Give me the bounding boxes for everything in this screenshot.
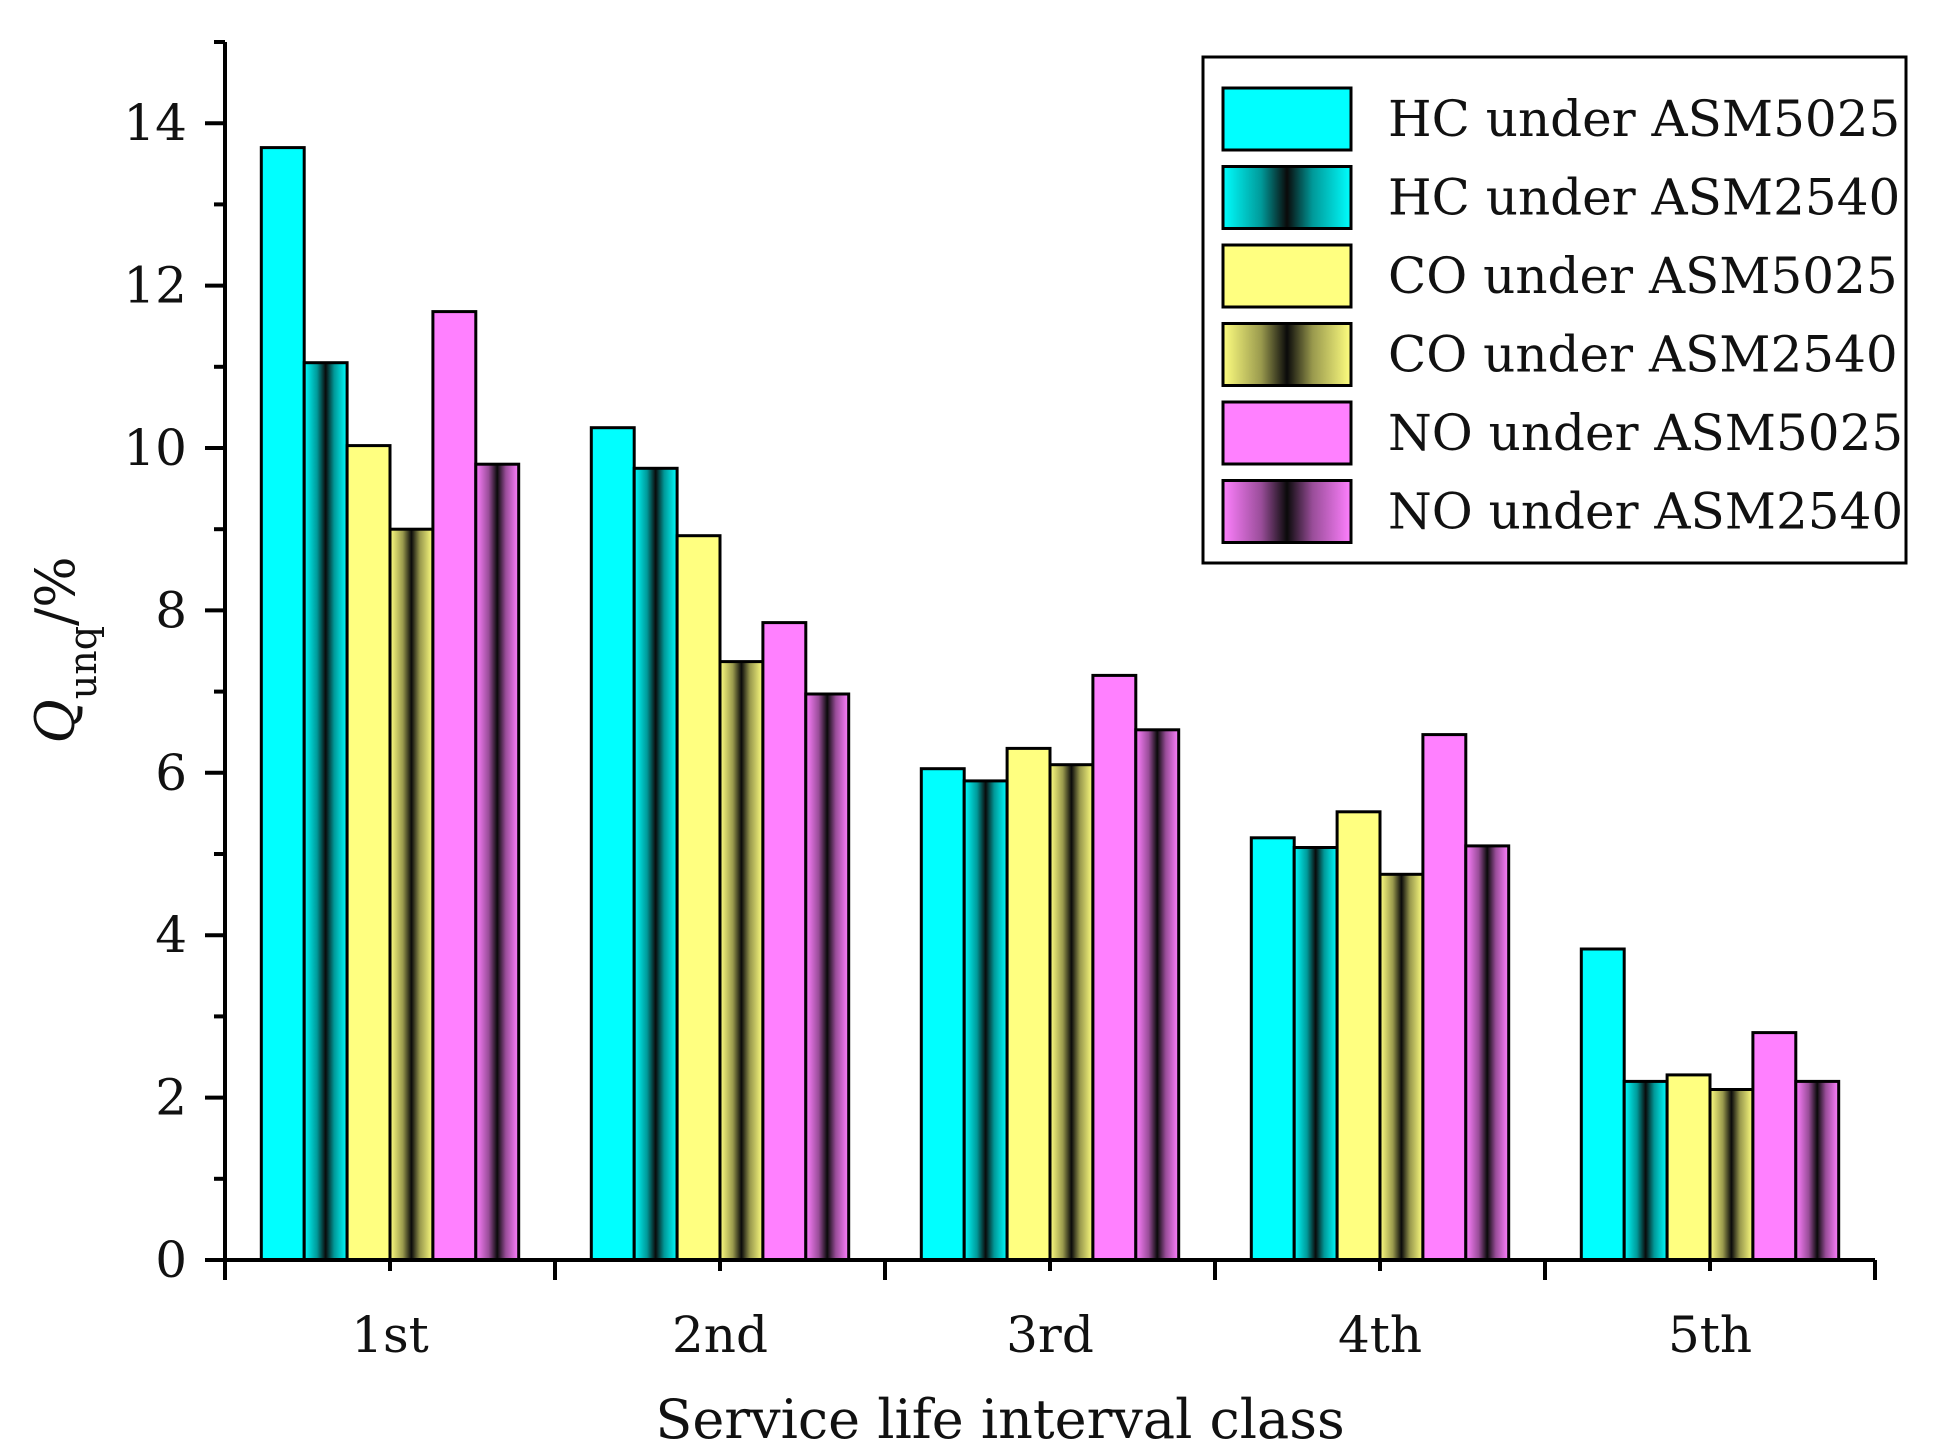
bar-2nd-co-under-asm2540: [718, 660, 765, 1262]
bar-2nd-hc-under-asm5025: [589, 426, 636, 1262]
bar-1st-co-under-asm5025: [345, 444, 392, 1262]
bar-3rd-no-under-asm5025: [1091, 673, 1138, 1262]
y-axis-title-main: Q: [24, 699, 87, 743]
y-tick-label: 8: [155, 581, 187, 639]
legend-swatch-2: [1221, 243, 1353, 309]
y-tick-label: 2: [155, 1069, 187, 1127]
y-tick-label: 14: [123, 94, 187, 152]
bars-layer: [259, 146, 1841, 1262]
legend-swatch-4: [1221, 400, 1353, 466]
y-axis-title-sub: unq: [61, 626, 105, 699]
bar-2nd-co-under-asm5025: [675, 534, 722, 1262]
legend: HC under ASM5025 HC under ASM2540 CO under…: [1201, 55, 1908, 565]
legend-label-2: CO under ASM5025: [1388, 247, 1898, 305]
bar-1st-co-under-asm2540: [388, 527, 435, 1262]
bar-1st-hc-under-asm2540: [302, 361, 349, 1262]
bar-5th-co-under-asm2540: [1708, 1088, 1755, 1262]
legend-label-1: HC under ASM2540: [1388, 169, 1900, 227]
y-tick-label: 12: [123, 257, 187, 315]
bar-3rd-co-under-asm5025: [1005, 746, 1052, 1262]
y-axis-title-suffix: /%: [24, 556, 87, 626]
bar-4th-hc-under-asm2540: [1292, 846, 1339, 1262]
bar-4th-hc-under-asm5025: [1249, 836, 1296, 1262]
legend-swatch-0: [1221, 86, 1353, 152]
legend-label-3: CO under ASM2540: [1388, 326, 1898, 384]
bar-3rd-co-under-asm2540: [1048, 763, 1095, 1262]
legend-label-4: NO under ASM5025: [1388, 404, 1903, 462]
x-tick-label-1st: 1st: [351, 1306, 429, 1364]
bar-1st-no-under-asm2540: [474, 462, 521, 1262]
bar-4th-co-under-asm2540: [1378, 872, 1425, 1262]
x-tick-label-2nd: 2nd: [672, 1306, 768, 1364]
legend-swatch-1: [1221, 165, 1353, 230]
bar-3rd-no-under-asm2540: [1134, 728, 1181, 1262]
x-axis-title: Service life interval class: [655, 1388, 1344, 1445]
bar-5th-no-under-asm5025: [1751, 1031, 1798, 1262]
bar-1st-no-under-asm5025: [431, 310, 478, 1262]
y-tick-label: 6: [155, 744, 187, 802]
legend-label-5: NO under ASM2540: [1388, 483, 1903, 541]
x-tick-label-5th: 5th: [1668, 1306, 1752, 1364]
y-tick-label: 0: [155, 1231, 187, 1289]
bar-5th-co-under-asm5025: [1665, 1073, 1712, 1262]
y-axis-title: Qunq/%: [24, 556, 105, 743]
bar-2nd-no-under-asm2540: [804, 692, 851, 1262]
bar-5th-no-under-asm2540: [1794, 1079, 1841, 1262]
legend-swatch-5: [1221, 479, 1353, 544]
bar-4th-co-under-asm5025: [1335, 810, 1382, 1262]
bar-5th-hc-under-asm2540: [1622, 1079, 1669, 1262]
y-tick-label: 10: [123, 419, 187, 477]
y-tick-label: 4: [155, 906, 187, 964]
bar-5th-hc-under-asm5025: [1579, 947, 1626, 1262]
bar-2nd-hc-under-asm2540: [632, 466, 679, 1262]
bar-3rd-hc-under-asm5025: [919, 767, 966, 1262]
bar-3rd-hc-under-asm2540: [962, 779, 1009, 1262]
bar-4th-no-under-asm2540: [1464, 844, 1511, 1262]
bar-4th-no-under-asm5025: [1421, 733, 1468, 1262]
legend-swatch-3: [1221, 322, 1353, 387]
x-tick-label-4th: 4th: [1338, 1306, 1422, 1364]
bar-2nd-no-under-asm5025: [761, 621, 808, 1262]
legend-label-0: HC under ASM5025: [1388, 90, 1900, 148]
axes-layer: 0 2 4 6 8 10 12 14 1st 2nd 3rd 4th 5th Service life i…: [24, 40, 1877, 1450]
x-tick-label-3rd: 3rd: [1006, 1306, 1094, 1364]
bar-1st-hc-under-asm5025: [259, 146, 306, 1262]
